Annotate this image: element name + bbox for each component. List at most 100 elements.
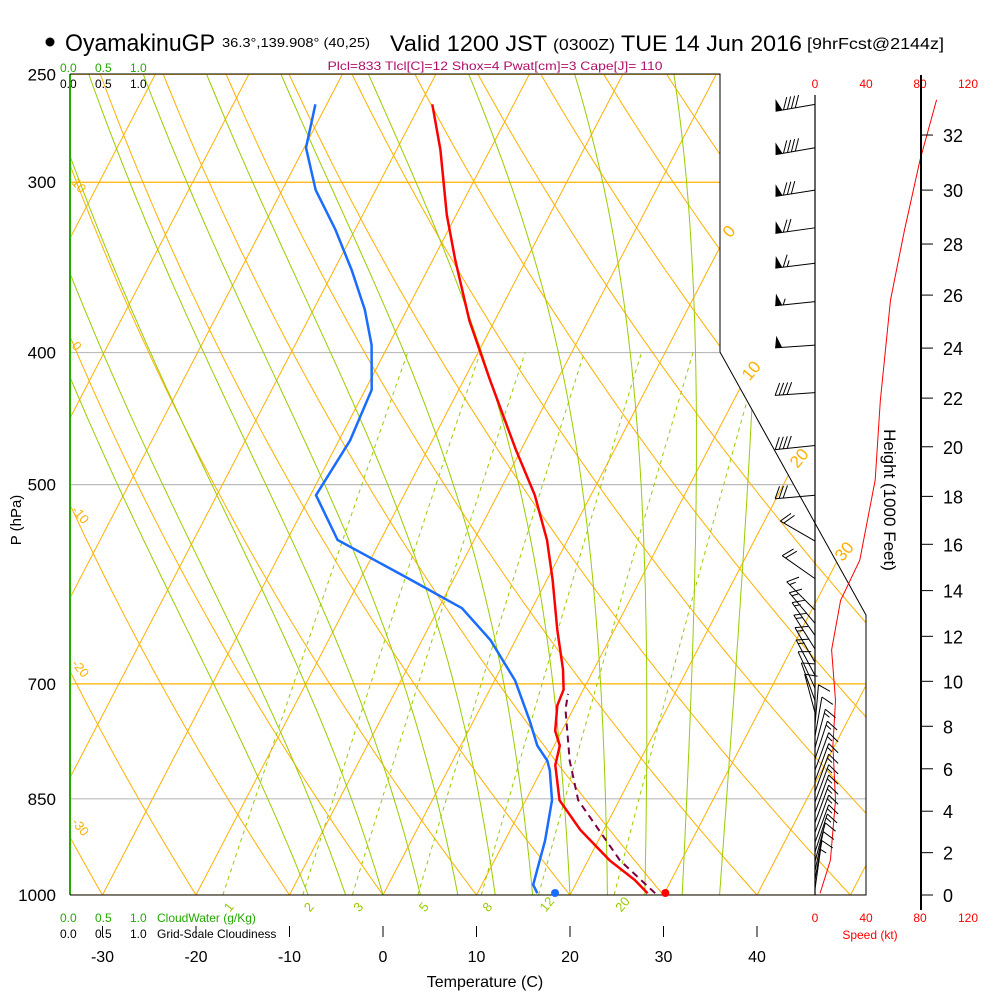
wind-barb-flag: [826, 757, 833, 763]
pressure-tick-label: 500: [28, 476, 56, 495]
wind-barb-flag: [825, 817, 832, 823]
isotherm-line: [102, 74, 536, 895]
wind-barb-flag: [774, 382, 781, 396]
wind-barb-flag: [774, 437, 780, 450]
wind-barb-staff: [814, 754, 830, 792]
wind-barb-flag: [790, 95, 796, 109]
wind-barb-flag: [818, 684, 831, 692]
mixing-ratio-line: [613, 352, 762, 895]
wind-barb-flag: [785, 550, 798, 559]
utc-time: (0300Z): [553, 37, 615, 54]
dry-adiabat-line: [408, 74, 866, 895]
dry-adiabat-line: [70, 74, 197, 895]
wind-barb-staff: [781, 555, 816, 580]
wind-barb-staff: [814, 774, 830, 813]
speed-tick: 80: [913, 911, 927, 925]
wind-barb-flag: [782, 254, 788, 268]
wind-barb-staff: [814, 696, 823, 737]
wind-barb-flag: [823, 831, 835, 840]
wind-barb-pennant: [775, 99, 783, 112]
wind-barb-pennant: [775, 221, 783, 234]
temperature-tick-label: 0: [379, 949, 388, 966]
wind-barb-flag: [786, 181, 792, 195]
temperature-tick-label: 30: [655, 949, 673, 966]
pressure-tick-label: 300: [28, 173, 56, 192]
isotherm-line: [70, 74, 443, 895]
moist-adiabat-line: [138, 74, 459, 895]
wind-barb-flag: [786, 96, 792, 110]
wind-barb-flag: [828, 732, 839, 743]
wind-barb-flag: [826, 788, 833, 794]
wind-barb-staff: [814, 822, 826, 862]
wind-barb-flag: [774, 486, 780, 499]
mixing-ratio-line: [302, 352, 481, 895]
wind-barbs: [774, 94, 839, 890]
wind-barb-staff: [795, 639, 816, 676]
moist-adiabat-line: [70, 74, 347, 895]
wind-barb-flag: [821, 840, 834, 849]
isotherm-line: [756, 74, 866, 895]
wind-barb-staff: [814, 849, 822, 890]
cloud-tick: 0.0: [60, 927, 77, 941]
height-tick-label: 8: [943, 717, 953, 737]
wind-barb-flag: [796, 638, 810, 641]
wind-barb-staff: [814, 813, 828, 853]
wind-barb-staff: [814, 804, 830, 843]
cloud-tick: 1.0: [130, 911, 147, 925]
wind-barb-flag: [828, 784, 839, 795]
cloud-tick: 1.0: [130, 77, 147, 91]
height-tick-label: 22: [943, 389, 963, 409]
temperature-line: [431, 104, 649, 895]
dry-adiabat-line: [220, 74, 758, 895]
wind-barb-staff: [814, 784, 830, 823]
wind-barb-flag: [828, 794, 839, 805]
wind-barb-staff: [804, 673, 816, 713]
wind-barb-flag: [827, 813, 838, 824]
cloud-tick: 1.0: [130, 927, 147, 941]
temperature-tick-label: -10: [278, 949, 301, 966]
surface-temperature-dot: [661, 889, 670, 897]
isotherm-line: [663, 74, 866, 895]
height-tick-label: 18: [943, 487, 963, 507]
valid-date: TUE 14 Jun 2016: [621, 31, 802, 56]
pressure-tick-label: 250: [28, 65, 56, 84]
wind-barb-flag: [781, 548, 794, 557]
wind-barb-flag: [789, 588, 803, 594]
height-axis-title: Height (1000 Feet): [880, 429, 899, 571]
wind-barb-flag: [826, 778, 833, 784]
wind-barb-flag: [825, 822, 836, 832]
wind-barb-flag: [790, 181, 796, 194]
cloud-tick: 0.5: [95, 927, 112, 941]
speed-tick: 40: [859, 911, 873, 925]
wind-barb-pennant: [775, 184, 783, 197]
wind-barb-staff: [814, 840, 823, 881]
wind-barb-flag: [828, 774, 839, 785]
wind-barb-flag: [782, 182, 788, 196]
wind-barb-flag: [828, 743, 839, 754]
dry-adiabat-line: [283, 74, 851, 895]
pressure-tick-label: 700: [28, 675, 56, 694]
wind-barb-flag: [825, 724, 832, 730]
wind-barb-flag: [826, 798, 833, 804]
dry-adiabat-line: [533, 74, 866, 895]
speed-tick: 0: [812, 911, 819, 925]
isotherm-line: [569, 74, 866, 895]
isotherm-line: [70, 74, 349, 895]
wind-barb-flag: [796, 629, 804, 632]
wind-barb-flag: [786, 382, 793, 395]
temperature-tick-label: 10: [468, 949, 486, 966]
wind-barb-flag: [828, 764, 839, 775]
moist-adiabat-line: [84, 74, 421, 895]
surface-dewpoint-dot: [551, 889, 560, 897]
speed-tick: 120: [958, 911, 978, 925]
wind-barb-staff: [775, 301, 816, 307]
wind-barb-staff: [793, 614, 816, 650]
dry-adiabat-line: [345, 74, 866, 895]
speed-axis-label: Speed (kt): [842, 928, 897, 942]
height-tick-label: 0: [943, 886, 953, 906]
cloud-tick: 0.0: [60, 61, 77, 75]
height-tick-label: 6: [943, 760, 953, 780]
isotherm-line: [289, 74, 723, 895]
